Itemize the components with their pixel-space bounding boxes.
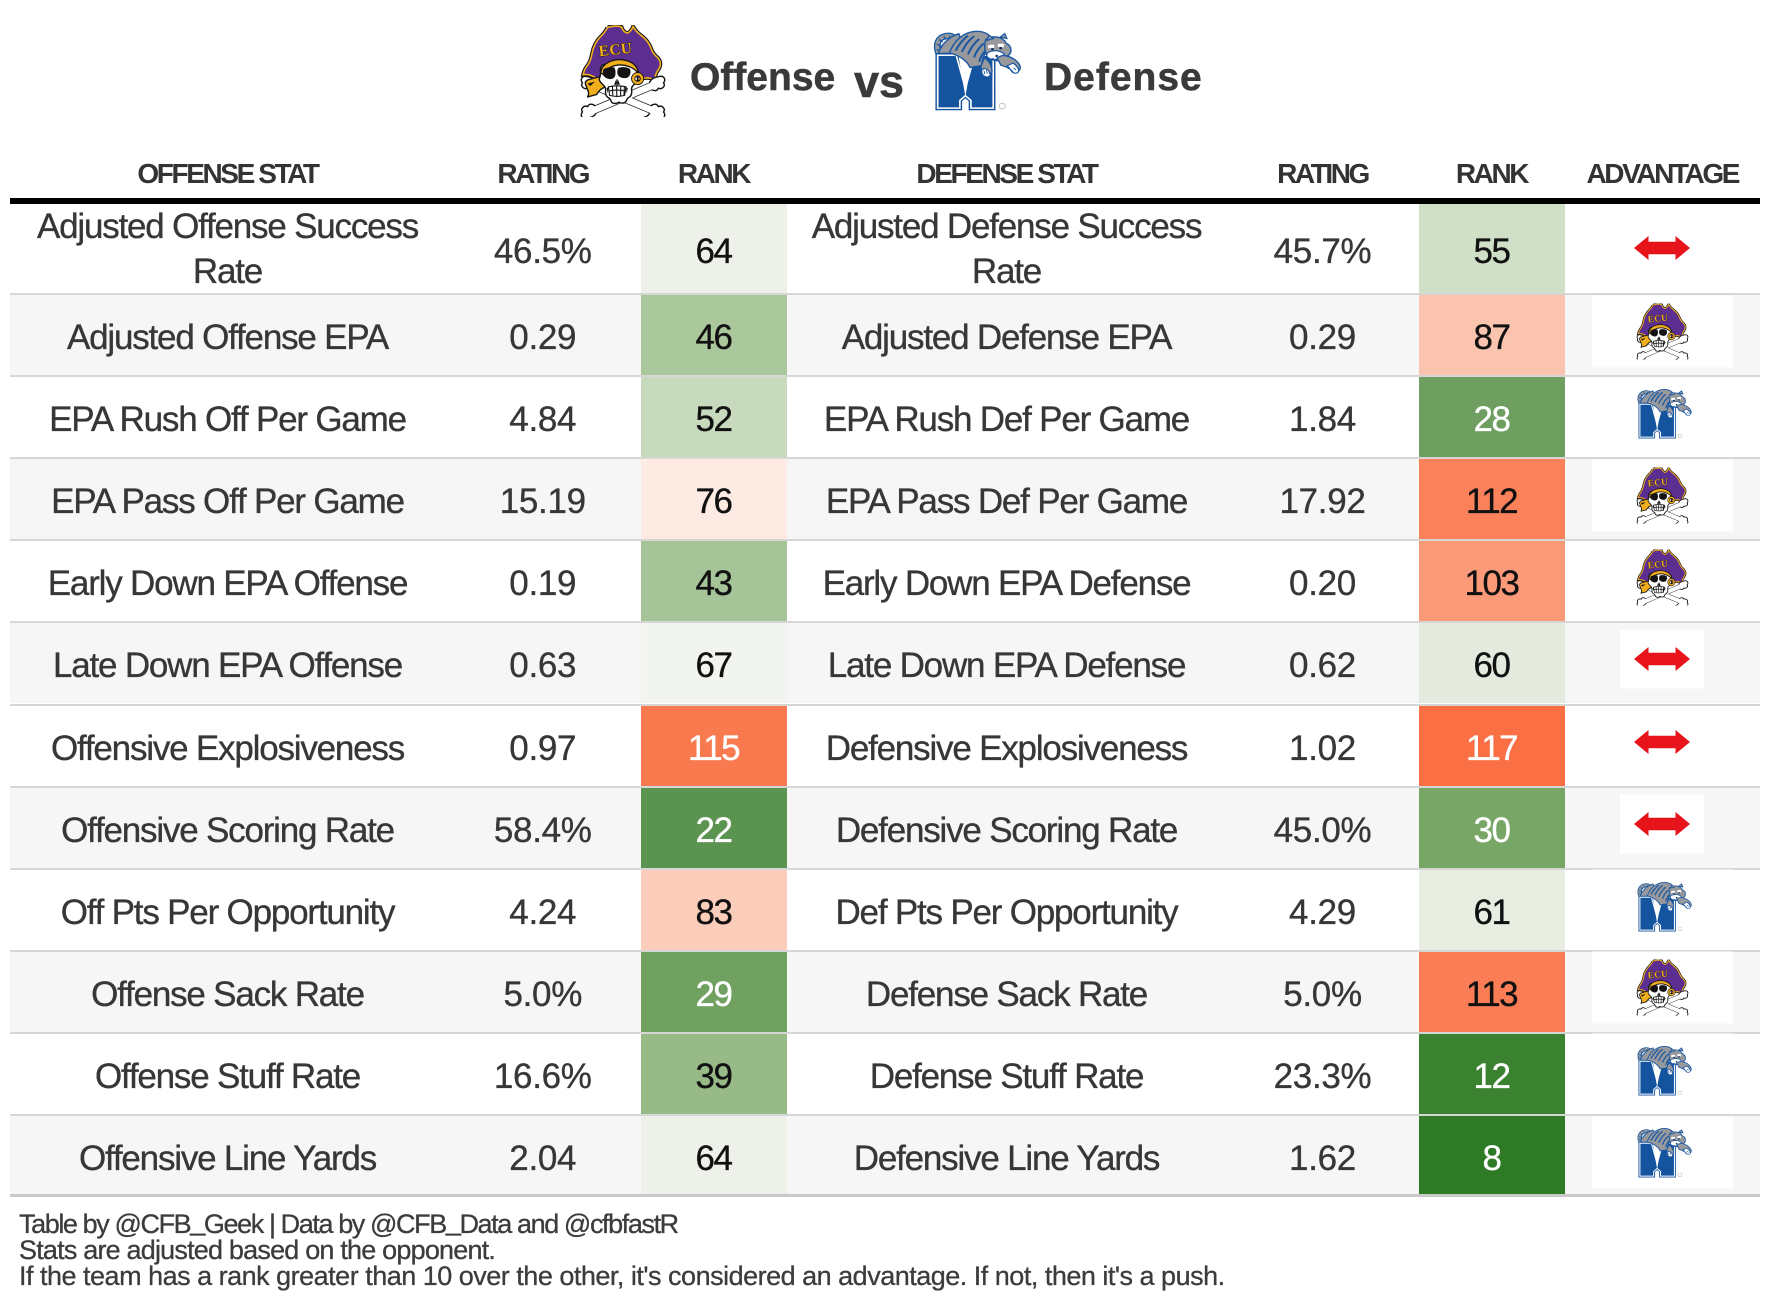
svg-text:ECU: ECU — [1647, 970, 1668, 982]
svg-text:ECU: ECU — [1647, 313, 1668, 325]
svg-text:ECU: ECU — [598, 40, 633, 60]
svg-text:ECU: ECU — [1647, 477, 1668, 489]
svg-text:ECU: ECU — [1647, 559, 1668, 571]
